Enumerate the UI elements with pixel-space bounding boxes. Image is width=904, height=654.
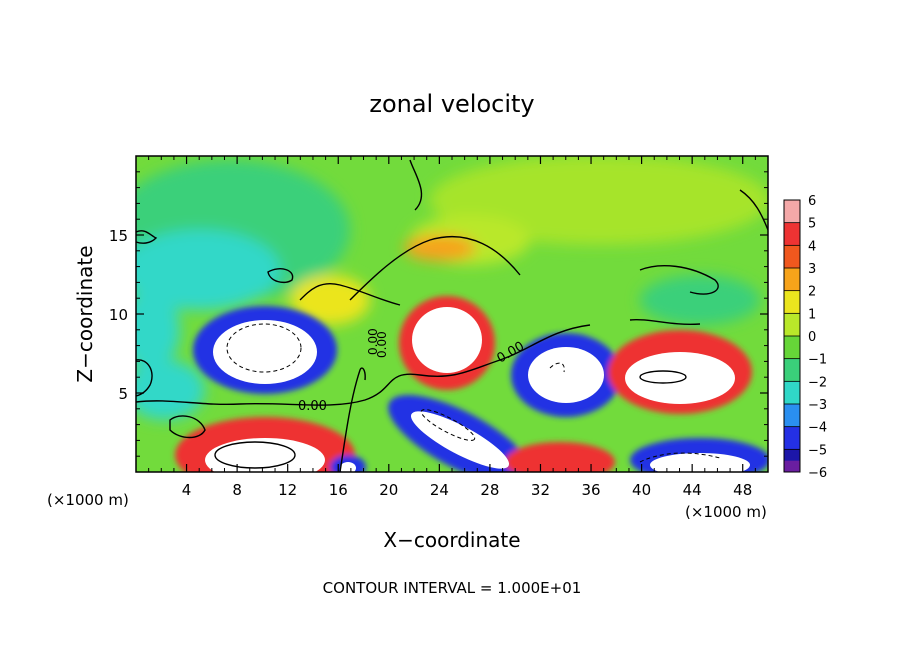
y-axis-label: Z−coordinate	[73, 245, 97, 382]
colorbar-tick-label: −2	[808, 375, 827, 390]
y-tick-label: 10	[109, 306, 128, 324]
colorbar-tick-label: 0	[808, 330, 816, 345]
colorbar-tick-label: 6	[808, 194, 816, 209]
colorbar-swatch	[784, 290, 800, 314]
colorbar-tick-label: −1	[808, 353, 827, 368]
colorbar-swatch	[784, 460, 800, 472]
x-tick-label: 20	[379, 481, 398, 499]
x-tick-label: 36	[581, 481, 600, 499]
colorbar-swatch	[784, 381, 800, 405]
x-tick-label: 40	[632, 481, 651, 499]
colorbar-tick-label: 2	[808, 285, 816, 300]
x-tick-label: 8	[232, 481, 242, 499]
x-tick-label: 24	[430, 481, 449, 499]
colorbar-swatch	[784, 268, 800, 292]
x-tick-label: 12	[278, 481, 297, 499]
colorbar-tick-label: 3	[808, 262, 816, 277]
colorbar-tick-label: 4	[808, 239, 816, 254]
colorbar-tick-label: −3	[808, 398, 827, 413]
colorbar-swatch	[784, 336, 800, 360]
contour-label: 0.00	[375, 331, 389, 358]
contour-label: 0.00	[298, 399, 327, 414]
colorbar-tick-label: −5	[808, 443, 827, 458]
x-tick-label: 48	[733, 481, 752, 499]
colorbar-swatch	[784, 426, 800, 450]
y-tick-label: 5	[118, 385, 128, 403]
x-tick-label: 28	[480, 481, 499, 499]
colorbar-tick-label: 1	[808, 307, 816, 322]
colorbar-tick-label: −6	[808, 466, 827, 481]
colorbar-tick-label: 5	[808, 217, 816, 232]
chart-title: zonal velocity	[369, 90, 534, 118]
heatmap-field	[136, 156, 768, 472]
x-tick-label: 4	[182, 481, 192, 499]
x-axis-label: X−coordinate	[383, 528, 520, 552]
y-axis: 5 10 15	[109, 171, 768, 457]
colorbar-swatch	[784, 358, 800, 382]
colorbar-swatch	[784, 200, 800, 224]
contour-interval-note: CONTOUR INTERVAL = 1.000E+01	[323, 579, 582, 597]
x-tick-label: 32	[531, 481, 550, 499]
x-tick-label: 16	[329, 481, 348, 499]
colorbar-swatch	[784, 245, 800, 269]
contour-label: 0.00	[366, 328, 380, 355]
colorbar-swatch	[784, 222, 800, 246]
colorbar-swatch	[784, 313, 800, 337]
x-axis: 4 8 12 16 20 24 28 32 36 40 44 48	[148, 156, 756, 499]
x-units-left: (×1000 m)	[47, 491, 129, 509]
x-tick-label: 44	[683, 481, 702, 499]
colorbar-tick-label: −4	[808, 421, 827, 436]
colorbar: 6 5 4 3 2 1 0 −1 −2 −3 −4 −5 −6	[783, 194, 827, 481]
x-units-right: (×1000 m)	[685, 503, 767, 521]
y-tick-label: 15	[109, 227, 128, 245]
colorbar-swatch	[784, 404, 800, 428]
